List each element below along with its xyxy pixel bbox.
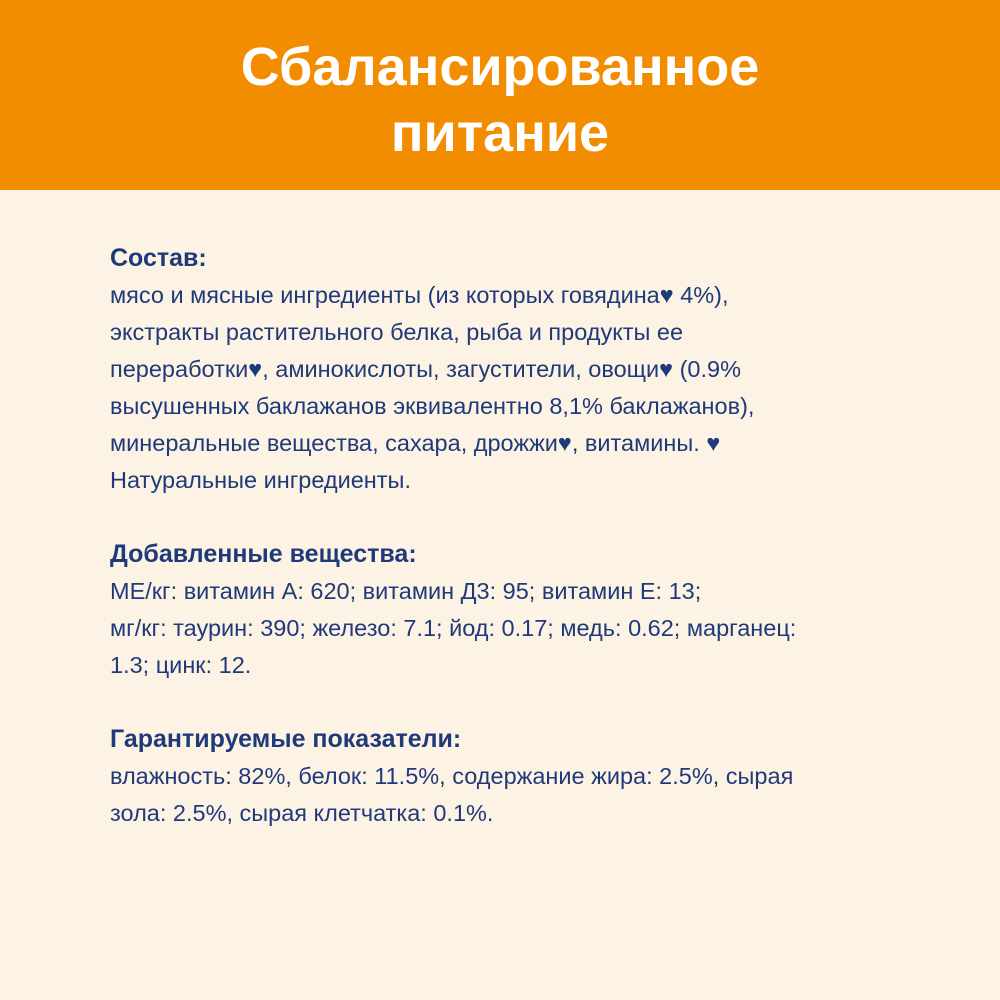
section-heading: Добавленные вещества: <box>110 540 417 568</box>
section-additives: Добавленные вещества: МЕ/кг: витамин А: … <box>110 536 796 684</box>
text-line: МЕ/кг: витамин А: 620; витамин Д3: 95; в… <box>110 578 702 604</box>
text-line: минеральные вещества, сахара, дрожжи♥, в… <box>110 430 721 456</box>
text-line: высушенных баклажанов эквивалентно 8,1% … <box>110 393 755 419</box>
text-line: мг/кг: таурин: 390; железо: 7.1; йод: 0.… <box>110 615 797 641</box>
title-line: Сбалансированное <box>240 37 760 97</box>
section-heading: Гарантируемые показатели: <box>110 725 462 753</box>
page-title: Сбалансированное питание <box>0 34 1000 166</box>
text-line: Натуральные ингредиенты. <box>110 467 411 493</box>
content: Состав: мясо и мясные ингредиенты (из ко… <box>110 240 796 869</box>
text-line: влажность: 82%, белок: 11.5%, содержание… <box>110 763 794 789</box>
header-banner: Сбалансированное питание <box>0 0 1000 190</box>
text-line: 1.3; цинк: 12. <box>110 652 252 678</box>
section-composition: Состав: мясо и мясные ингредиенты (из ко… <box>110 240 796 499</box>
text-line: экстракты растительного белка, рыба и пр… <box>110 319 684 345</box>
text-line: мясо и мясные ингредиенты (из которых го… <box>110 282 729 308</box>
section-guaranteed-analysis: Гарантируемые показатели: влажность: 82%… <box>110 721 796 832</box>
section-heading: Состав: <box>110 244 207 272</box>
text-line: переработки♥, аминокислоты, загустители,… <box>110 356 741 382</box>
text-line: зола: 2.5%, сырая клетчатка: 0.1%. <box>110 800 494 826</box>
title-line: питание <box>390 103 610 163</box>
